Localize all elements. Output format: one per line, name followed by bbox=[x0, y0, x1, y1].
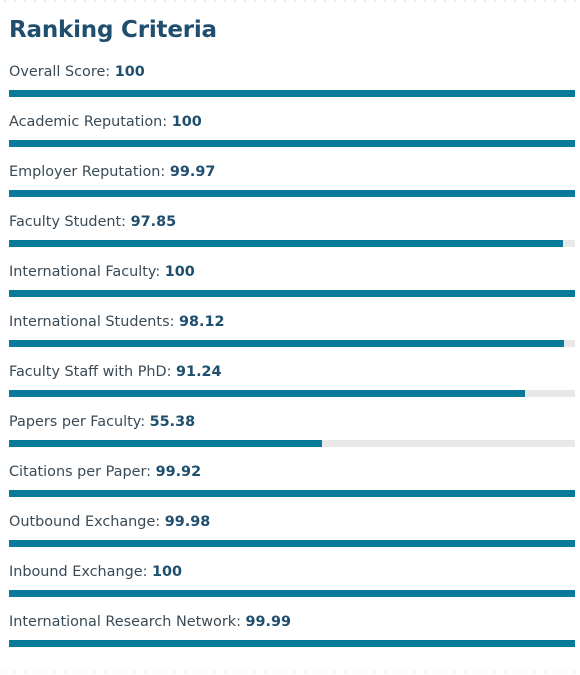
criterion-label: Employer Reputation: bbox=[9, 164, 166, 180]
criterion-row: Faculty Staff with PhD: 91.24 bbox=[9, 360, 575, 410]
criterion-row: Papers per Faculty: 55.38 bbox=[9, 410, 575, 460]
criterion-row: Overall Score: 100 bbox=[9, 60, 575, 110]
score-bar-track bbox=[9, 590, 575, 597]
score-bar-track bbox=[9, 640, 575, 647]
criterion-row: International Research Network: 99.99 bbox=[9, 610, 575, 660]
criterion-text: International Faculty: 100 bbox=[9, 262, 195, 282]
criterion-value: 97.85 bbox=[130, 214, 177, 230]
criterion-row: Faculty Student: 97.85 bbox=[9, 210, 575, 260]
score-bar-track bbox=[9, 240, 575, 247]
criterion-text: Academic Reputation: 100 bbox=[9, 112, 202, 132]
criterion-row: Employer Reputation: 99.97 bbox=[9, 160, 575, 210]
score-bar-track bbox=[9, 490, 575, 497]
criterion-text: International Research Network: 99.99 bbox=[9, 612, 291, 632]
criterion-label: Academic Reputation: bbox=[9, 114, 168, 130]
criterion-label: International Research Network: bbox=[9, 614, 241, 630]
criterion-label: Citations per Paper: bbox=[9, 464, 151, 480]
criterion-label: International Faculty: bbox=[9, 264, 161, 280]
criterion-label: Faculty Student: bbox=[9, 214, 127, 230]
criterion-row: Academic Reputation: 100 bbox=[9, 110, 575, 160]
score-bar-fill bbox=[9, 290, 575, 297]
criterion-text: Papers per Faculty: 55.38 bbox=[9, 412, 195, 432]
score-bar-track bbox=[9, 540, 575, 547]
criterion-value: 100 bbox=[171, 114, 202, 130]
score-bar-fill bbox=[9, 640, 575, 647]
criterion-value: 98.12 bbox=[179, 314, 225, 330]
criterion-row: International Students: 98.12 bbox=[9, 310, 575, 360]
score-bar-track bbox=[9, 290, 575, 297]
score-bar-track bbox=[9, 190, 575, 197]
criterion-text: Faculty Student: 97.85 bbox=[9, 212, 176, 232]
score-bar-fill bbox=[9, 140, 575, 147]
criteria-list: Overall Score: 100 Academic Reputation: 1… bbox=[9, 60, 575, 660]
score-bar-track bbox=[9, 390, 575, 397]
score-bar-fill bbox=[9, 590, 575, 597]
criterion-text: Citations per Paper: 99.92 bbox=[9, 462, 201, 482]
criterion-label: Overall Score: bbox=[9, 64, 111, 80]
criterion-text: Overall Score: 100 bbox=[9, 62, 145, 82]
criterion-value: 99.97 bbox=[169, 164, 216, 180]
criterion-text: Employer Reputation: 99.97 bbox=[9, 162, 215, 182]
criterion-value: 99.92 bbox=[155, 464, 202, 480]
score-bar-track bbox=[9, 90, 575, 97]
criterion-text: Outbound Exchange: 99.98 bbox=[9, 512, 210, 532]
criterion-value: 99.98 bbox=[164, 514, 211, 530]
score-bar-fill bbox=[9, 490, 575, 497]
criterion-label: Faculty Staff with PhD: bbox=[9, 364, 172, 380]
score-bar-track bbox=[9, 440, 575, 447]
criterion-label: International Students: bbox=[9, 314, 175, 330]
criterion-row: Citations per Paper: 99.92 bbox=[9, 460, 575, 510]
criterion-text: International Students: 98.12 bbox=[9, 312, 225, 332]
top-dotted-divider bbox=[0, 0, 580, 2]
bottom-dotted-divider bbox=[0, 671, 580, 673]
criterion-row: Inbound Exchange: 100 bbox=[9, 560, 575, 610]
score-bar-fill bbox=[9, 190, 575, 197]
criterion-label: Inbound Exchange: bbox=[9, 564, 148, 580]
criterion-value: 99.99 bbox=[245, 614, 292, 630]
criterion-row: International Faculty: 100 bbox=[9, 260, 575, 310]
criterion-value: 91.24 bbox=[176, 364, 222, 380]
score-bar-fill bbox=[9, 390, 526, 397]
criterion-value: 55.38 bbox=[149, 414, 196, 430]
criterion-value: 100 bbox=[114, 64, 145, 80]
score-bar-fill bbox=[9, 340, 565, 347]
criterion-label: Outbound Exchange: bbox=[9, 514, 161, 530]
criterion-value: 100 bbox=[152, 564, 183, 580]
score-bar-fill bbox=[9, 540, 575, 547]
criterion-value: 100 bbox=[164, 264, 195, 280]
score-bar-fill bbox=[9, 440, 323, 447]
criterion-row: Outbound Exchange: 99.98 bbox=[9, 510, 575, 560]
criterion-label: Papers per Faculty: bbox=[9, 414, 146, 430]
section-title: Ranking Criteria bbox=[9, 17, 217, 43]
score-bar-track bbox=[9, 140, 575, 147]
criterion-text: Inbound Exchange: 100 bbox=[9, 562, 182, 582]
score-bar-track bbox=[9, 340, 575, 347]
criterion-text: Faculty Staff with PhD: 91.24 bbox=[9, 362, 222, 382]
score-bar-fill bbox=[9, 240, 563, 247]
score-bar-fill bbox=[9, 90, 575, 97]
